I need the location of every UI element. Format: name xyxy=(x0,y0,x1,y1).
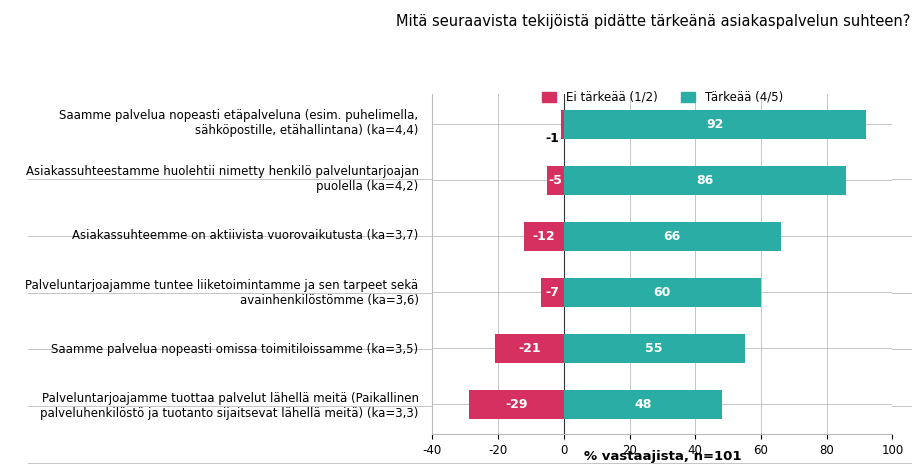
Bar xyxy=(547,166,563,195)
Text: -1: -1 xyxy=(545,132,559,145)
Text: Saamme palvelua nopeasti etäpalveluna (esim. puhelimella,
sähköpostille, etähall: Saamme palvelua nopeasti etäpalveluna (e… xyxy=(60,109,418,137)
Text: 48: 48 xyxy=(633,398,651,411)
Text: Palveluntarjoajamme tuntee liiketoimintamme ja sen tarpeet sekä
avainhenkilöstöm: Palveluntarjoajamme tuntee liiketoiminta… xyxy=(26,278,418,307)
Bar xyxy=(563,390,720,419)
Text: Saamme palvelua nopeasti omissa toimitiloissamme (ka=3,5): Saamme palvelua nopeasti omissa toimitil… xyxy=(51,343,418,356)
Text: 92: 92 xyxy=(706,118,723,131)
Bar xyxy=(563,334,743,363)
Bar xyxy=(540,278,563,307)
Legend: Ei tärkeää (1/2), Tärkeää (4/5): Ei tärkeää (1/2), Tärkeää (4/5) xyxy=(541,91,782,104)
Text: -12: -12 xyxy=(532,230,555,243)
Text: -29: -29 xyxy=(505,398,527,411)
Text: -5: -5 xyxy=(548,174,562,187)
Text: Asiakassuhteemme on aktiivista vuorovaikutusta (ka=3,7): Asiakassuhteemme on aktiivista vuorovaik… xyxy=(73,229,418,243)
Text: 66: 66 xyxy=(663,230,680,243)
Bar xyxy=(524,222,563,251)
Text: 60: 60 xyxy=(653,286,670,299)
Text: 55: 55 xyxy=(645,342,663,355)
Text: -21: -21 xyxy=(517,342,540,355)
Bar xyxy=(468,390,563,419)
Bar xyxy=(563,278,760,307)
Text: % vastaajista, n=101: % vastaajista, n=101 xyxy=(583,449,741,463)
Bar xyxy=(560,110,563,139)
Text: -7: -7 xyxy=(545,286,559,299)
Bar xyxy=(563,166,845,195)
Bar xyxy=(494,334,563,363)
Text: Asiakassuhteestamme huolehtii nimetty henkilö palveluntarjoajan
puolella (ka=4,2: Asiakassuhteestamme huolehtii nimetty he… xyxy=(26,165,418,194)
Bar xyxy=(563,222,780,251)
Text: Mitä seuraavista tekijöistä pidätte tärkeänä asiakaspalvelun suhteen?: Mitä seuraavista tekijöistä pidätte tärk… xyxy=(396,14,910,29)
Text: Palveluntarjoajamme tuottaa palvelut lähellä meitä (Paikallinen
palveluhenkilöst: Palveluntarjoajamme tuottaa palvelut läh… xyxy=(40,392,418,420)
Bar xyxy=(563,110,865,139)
Text: 86: 86 xyxy=(696,174,713,187)
